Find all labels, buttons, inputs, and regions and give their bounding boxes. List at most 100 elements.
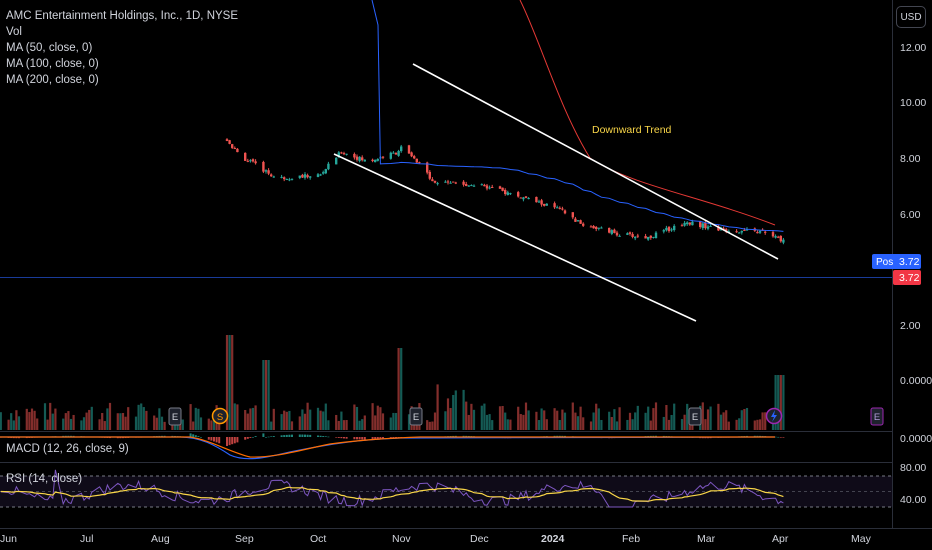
- earnings-marker-future[interactable]: E: [870, 407, 884, 426]
- volume-bar: [498, 406, 502, 430]
- candle-body: [545, 203, 548, 206]
- volume-bar: [163, 421, 166, 430]
- candle-body: [251, 159, 255, 162]
- macd-bar: [298, 434, 301, 437]
- legend-ma200[interactable]: MA (200, close, 0): [6, 74, 99, 86]
- channel-upper-line[interactable]: [412, 63, 779, 260]
- macd-bar: [189, 433, 192, 437]
- volume-bar: [480, 405, 483, 430]
- volume-bar: [522, 414, 525, 430]
- candle-body: [283, 177, 286, 180]
- volume-bar: [80, 420, 83, 430]
- time-axis[interactable]: Jun Jul Aug Sep Oct Nov Dec 2024 Feb Mar…: [0, 533, 872, 545]
- rsi-legend[interactable]: RSI (14, close): [6, 473, 83, 485]
- candle-body: [374, 159, 377, 163]
- macd-bar: [207, 437, 210, 440]
- time-tick: Jul: [80, 533, 93, 545]
- candle-body: [249, 160, 252, 162]
- earnings-marker-aug[interactable]: E: [168, 407, 182, 426]
- candle-body: [524, 196, 528, 198]
- macd-bar: [197, 436, 200, 437]
- volume-bar: [288, 410, 291, 430]
- volume-bar: [579, 406, 582, 430]
- volume-bar: [28, 412, 31, 430]
- candle-body: [735, 231, 738, 233]
- candle-body: [626, 233, 629, 235]
- macd-bar: [361, 437, 364, 440]
- candle-body: [340, 152, 343, 154]
- legend-vol[interactable]: Vol: [6, 26, 22, 38]
- legend-ma100[interactable]: MA (100, close, 0): [6, 58, 99, 70]
- candle-body: [704, 222, 707, 229]
- earnings-marker-nov[interactable]: E: [409, 407, 423, 426]
- macd-bar: [291, 434, 293, 437]
- post-price-tag: Post 3.72: [872, 254, 921, 269]
- volume-bar: [85, 412, 88, 430]
- macd-legend[interactable]: MACD (12, 26, close, 9): [6, 443, 129, 455]
- macd-bar: [233, 437, 236, 444]
- candle-body: [327, 163, 330, 170]
- macd-bar: [317, 435, 319, 437]
- candle-body: [556, 207, 559, 209]
- candle-body: [418, 162, 421, 164]
- macd-bar: [270, 436, 273, 437]
- annotation-downward-trend[interactable]: Downward Trend: [592, 124, 672, 136]
- symbol-title[interactable]: AMC Entertainment Holdings, Inc., 1D, NY…: [6, 10, 239, 22]
- volume-bar: [134, 416, 138, 430]
- dividend-lightning-icon[interactable]: [765, 407, 783, 425]
- channel-lower-line[interactable]: [333, 153, 697, 322]
- candle-body: [264, 170, 268, 172]
- candle-body: [701, 223, 704, 229]
- macd-bar: [236, 437, 239, 443]
- candle-body: [579, 220, 582, 224]
- volume-bar: [324, 403, 327, 430]
- volume-bar: [719, 414, 723, 430]
- volume-bar: [7, 419, 10, 430]
- event-markers[interactable]: E S E E E: [168, 407, 884, 426]
- macd-bar: [779, 437, 782, 438]
- candle-body: [306, 175, 309, 178]
- candle-body: [571, 212, 574, 218]
- legend-ma50[interactable]: MA (50, close, 0): [6, 42, 93, 54]
- volume-bar: [628, 412, 632, 430]
- macd-bar: [194, 435, 197, 437]
- macd-bar: [231, 437, 234, 445]
- candle-body: [777, 236, 780, 238]
- candle-body: [309, 176, 312, 178]
- candle-body: [462, 181, 465, 185]
- volume-bar: [610, 417, 613, 430]
- candle-body: [665, 227, 668, 231]
- volume-bar: [558, 420, 561, 430]
- volume-bar: [485, 414, 489, 430]
- candle-body: [779, 235, 782, 242]
- volume-bar: [298, 416, 301, 430]
- signal-line: [0, 436, 775, 458]
- volume-bar: [519, 414, 522, 430]
- volume-bar: [363, 415, 366, 430]
- macd-bar: [363, 437, 366, 440]
- volume-bar: [662, 416, 665, 430]
- candle-body: [743, 230, 746, 232]
- candle-body: [358, 156, 361, 162]
- chart-legend[interactable]: AMC Entertainment Holdings, Inc., 1D, NY…: [6, 8, 238, 88]
- volume-bar: [777, 375, 780, 430]
- candle-body: [613, 229, 616, 233]
- volume-bar: [309, 409, 312, 430]
- candle-body: [535, 196, 538, 203]
- time-tick: 2024: [541, 533, 565, 545]
- volume-bar: [540, 408, 543, 430]
- currency-button[interactable]: USD: [896, 6, 926, 28]
- volume-bar: [556, 410, 559, 430]
- price-axis[interactable]: 12.00 10.00 8.00 6.00 2.00 0.0000 0.0000…: [900, 42, 932, 506]
- earnings-marker-feb[interactable]: E: [688, 407, 702, 426]
- volume-bar: [517, 406, 520, 430]
- macd-bar: [283, 435, 286, 437]
- candle-body: [509, 193, 512, 195]
- split-marker-aug[interactable]: S: [211, 407, 229, 425]
- macd-bar: [774, 436, 777, 438]
- volume-bar: [394, 412, 398, 430]
- volume-bar: [553, 408, 556, 430]
- time-tick: Feb: [622, 533, 640, 545]
- candle-body: [670, 229, 673, 231]
